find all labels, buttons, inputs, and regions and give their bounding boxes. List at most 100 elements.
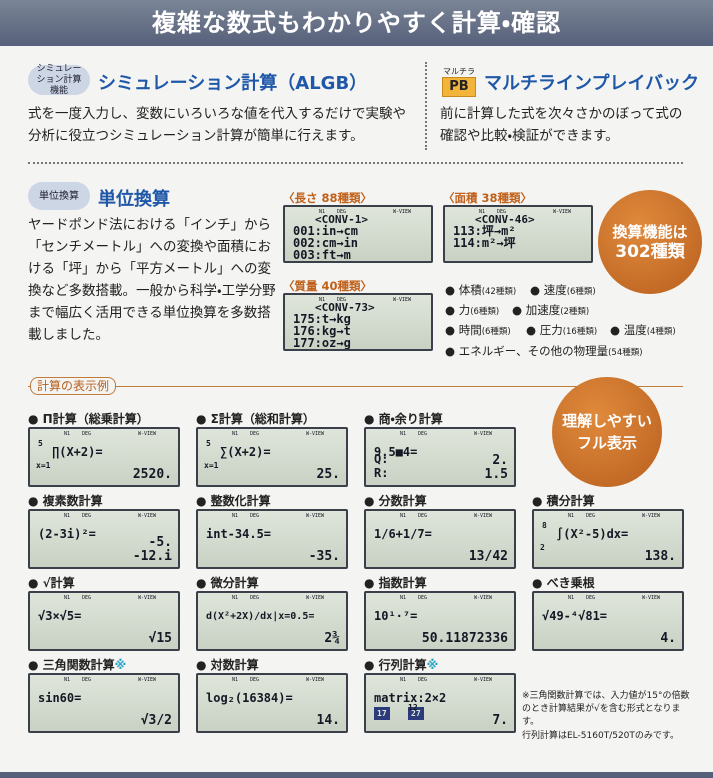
example-label: Π計算（総乗計算） [28,410,149,427]
status-text: N1 [400,677,407,683]
category-count: (2種類) [560,307,590,317]
category-name: 加速度 [525,303,561,317]
matrix-cell: 17 [374,707,390,720]
status-text: W-VIEW [393,297,412,303]
status-text: W-VIEW [306,513,325,519]
category: 圧力(16種類) [526,322,597,338]
status-text: DEG [418,431,428,437]
status-text: N1 [479,209,486,215]
upper-limit: 8 [542,521,547,530]
status-text: DEG [497,209,507,215]
section-title: 計算の表示例 [30,377,117,395]
category: 速度(6種類) [530,282,596,298]
result: 14. [316,713,340,728]
footnote: ※三角関数計算では、入力値が15°の倍数のとき計算結果が√を含む形式となります。 [522,691,690,727]
example-label: 商・余り計算 [364,410,443,427]
bottom-rule [0,772,713,778]
status-text: DEG [250,595,260,601]
footnote: 行列計算はEL-5160T/520Tのみです。 [522,731,680,741]
example-label: √計算 [28,574,75,591]
category-count: (6種類) [470,307,500,317]
category-count: (6種類) [481,327,511,337]
expression: sin60= [38,691,82,705]
callout-text: フル表示 [576,434,637,452]
result: 25. [316,467,340,482]
result: 2520. [132,467,172,482]
header-title: 複雑な数式もわかりやすく計算・確認 [0,0,713,46]
status-text: N1 [568,595,575,601]
status-text: N1 [232,431,239,437]
lcd-line: <CONV-46> [475,213,535,226]
expression: √49-⁴√81= [542,609,608,623]
category-name: 圧力 [539,323,563,337]
status-text: N1 [400,595,407,601]
status-text: W-VIEW [642,513,661,519]
label-text: Σ計算（総和計算） [210,412,315,426]
status-text: N1 [568,513,575,519]
result: -12.i [132,549,172,564]
result: -5. [148,535,172,550]
status-text: W-VIEW [306,595,325,601]
label-text: 積分計算 [546,494,595,508]
feature-title: シミュレーション計算（ALGB） [98,73,368,94]
status-text: DEG [418,677,428,683]
expression: int-34.5= [206,527,272,541]
callout-text: 302種類 [615,242,685,262]
status-text: N1 [232,513,239,519]
lcd-line: 177:oz→g [293,336,351,350]
result: 138. [644,549,676,564]
unit-text: ヤードポンド法における「インチ」から「センチメートル」への変換や面積における「坪… [28,217,276,343]
screen-label: 〈質量 40種類〉 [283,279,373,293]
status-text: W-VIEW [138,595,157,601]
matrix-cell: 27 [408,707,424,720]
status-text: DEG [586,513,596,519]
feature-text: 式を一度入力し、変数にいろいろな値を代入するだけで実験や分析に役立つシミュレーシ… [28,106,406,144]
lcd-line: 114:m²→坪 [453,236,516,250]
result: 13/42 [468,549,508,564]
separator [425,62,427,150]
expression: ∫(X²-5)dx= [556,527,629,541]
lcd-screen: N1 DEG W-VIEW sin60= √3/2 [28,673,180,733]
status-text: DEG [418,513,428,519]
category-count: (4種類) [646,327,676,337]
separator [28,386,683,387]
category-name: 力 [458,303,471,317]
screen-label: 〈面積 38種類〉 [443,191,533,205]
note-mark: ※ [114,658,127,672]
label-text: √計算 [42,576,75,590]
category: 加速度(2種類) [512,302,590,318]
lcd-line: 113:坪→m² [453,224,516,238]
result-key: R: [374,466,389,480]
category-name: 時間 [458,323,482,337]
result: -35. [308,549,340,564]
status-text: DEG [337,209,347,215]
status-text: DEG [418,595,428,601]
matrix-cell: 12 [408,703,418,712]
status-text: N1 [400,513,407,519]
upper-limit: 5 [206,439,211,448]
expression: 9.5■4= [374,445,418,459]
status-text: DEG [250,431,260,437]
expression: matrix:2×2 [374,691,447,705]
expression: (2-3i)²= [38,527,96,541]
status-text: N1 [319,297,326,303]
category-count: (42種類) [481,287,517,297]
upper-limit: 5 [38,439,43,448]
status-text: W-VIEW [138,677,157,683]
category-name: エネルギー、その他の物理量 [458,344,609,358]
lcd-line: <CONV-1> [315,213,368,226]
status-text: DEG [82,513,92,519]
label-text: 三角関数計算 [42,658,115,672]
badge-icon: PB [442,77,476,97]
status-text: DEG [337,297,347,303]
status-text: W-VIEW [306,677,325,683]
status-text: DEG [82,595,92,601]
example-label: 対数計算 [196,656,259,673]
result: 50.11872336 [421,631,508,646]
example-label: べき乗根 [532,574,595,591]
lcd-screen: N1 DEG W-VIEW 10¹·⁷= 50.11872336 [364,591,516,651]
status-text: W-VIEW [474,677,493,683]
category: 体積(42種類) [445,282,516,298]
status-text: W-VIEW [474,595,493,601]
